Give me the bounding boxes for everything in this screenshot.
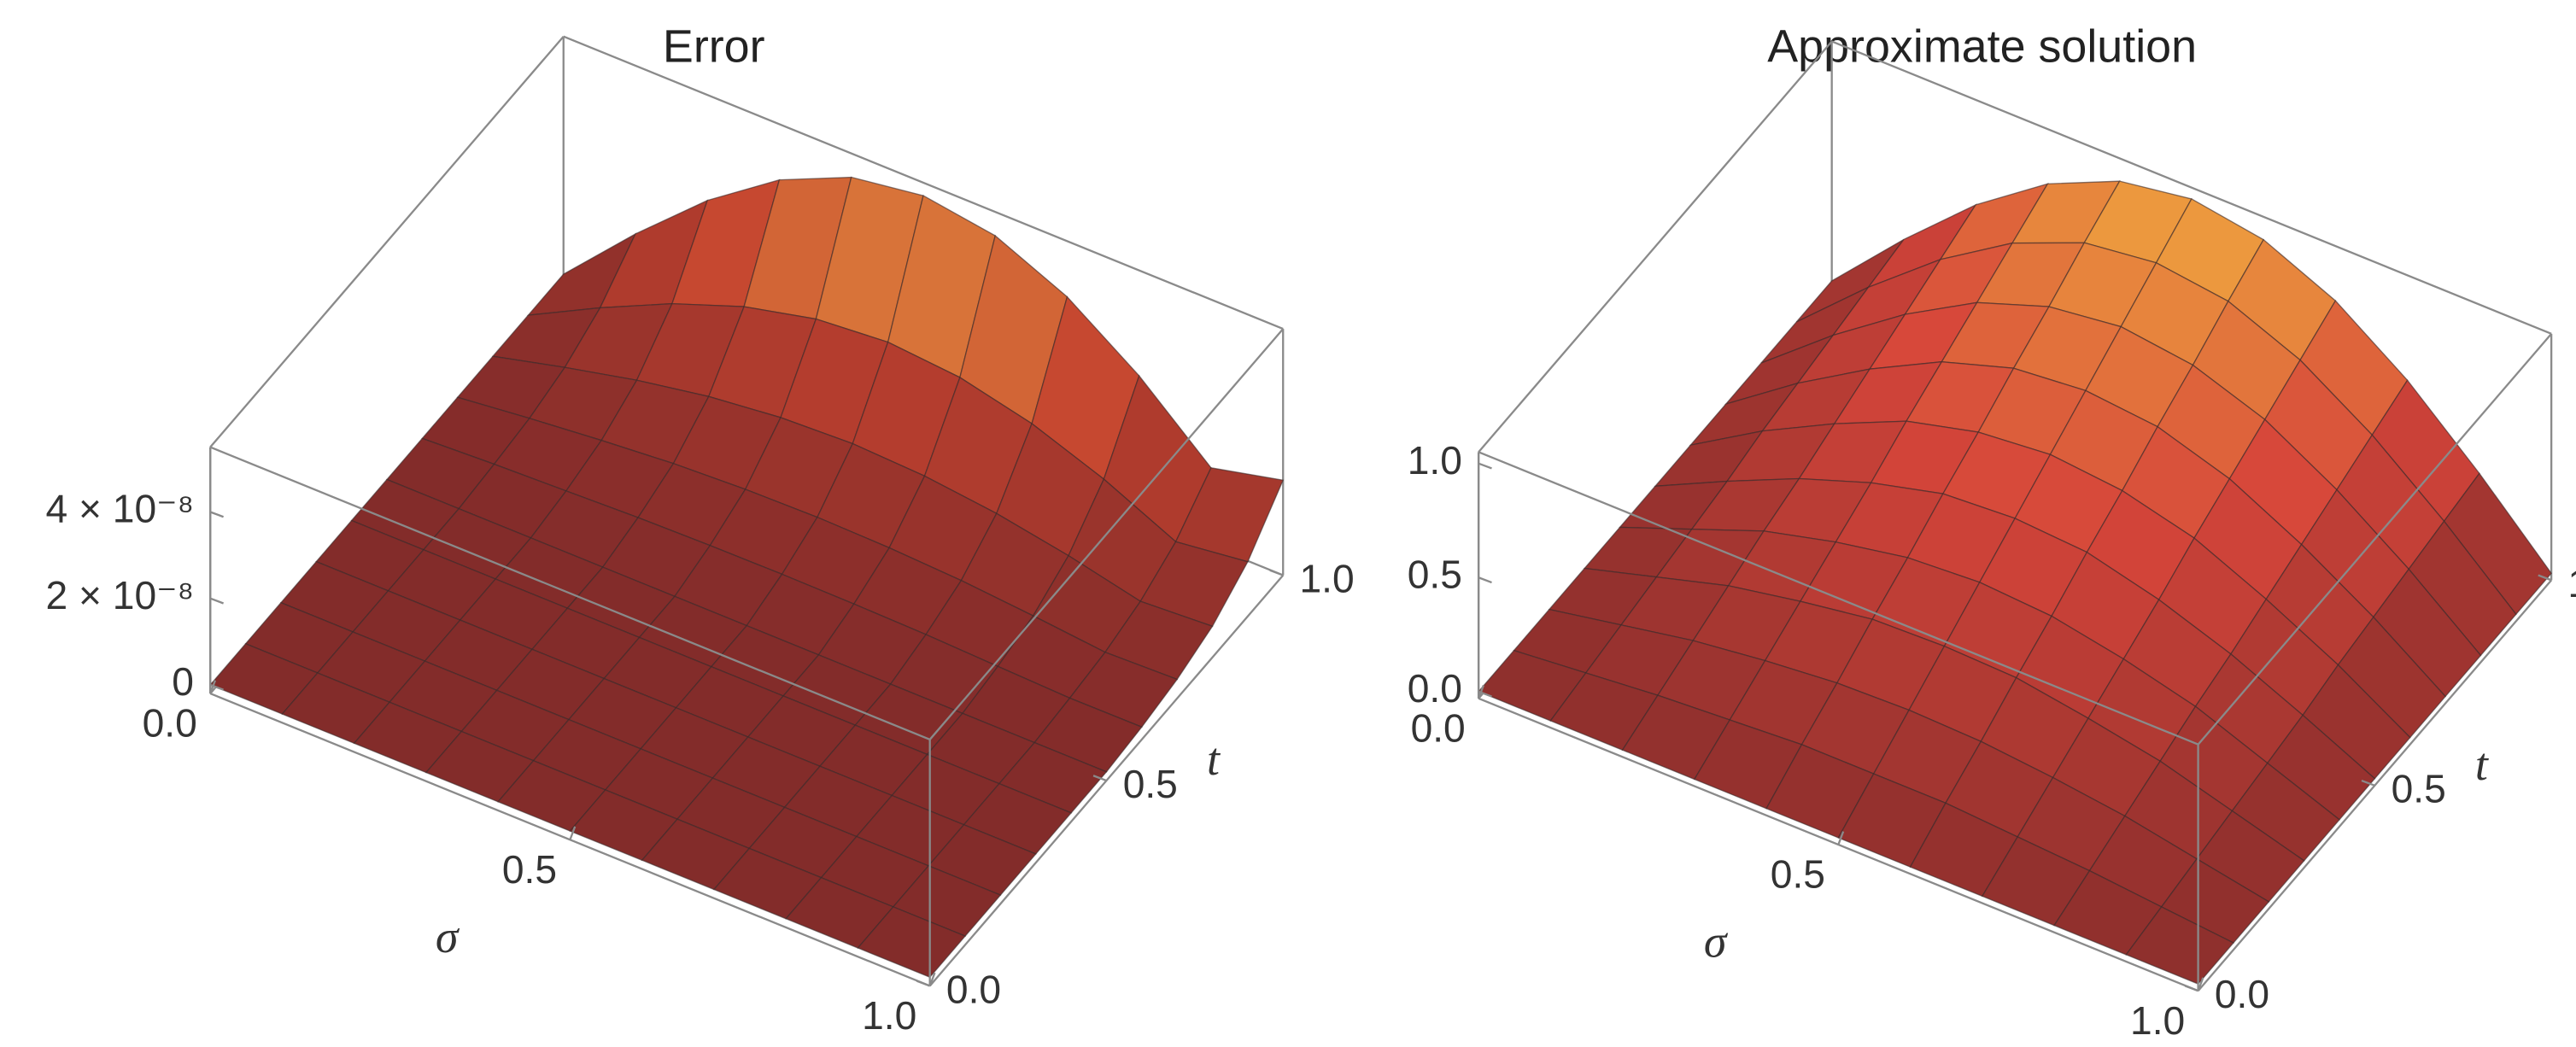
z-tick <box>209 511 224 518</box>
y-tick-label: 0.5 <box>2392 767 2446 811</box>
y-tick-label: 0.5 <box>1123 762 1178 806</box>
y-tick-label: 0.0 <box>946 967 1001 1011</box>
x-tick-label: 1.0 <box>2130 998 2185 1043</box>
y-tick-label: 0.0 <box>2215 972 2269 1016</box>
box-edge <box>928 328 1285 740</box>
box-edge <box>1478 451 2199 746</box>
x-tick-label: 0.5 <box>1771 852 1825 897</box>
z-tick-label: 4 × 10⁻⁸ <box>46 487 194 531</box>
x-tick <box>569 826 577 840</box>
surface-cell <box>857 906 967 979</box>
x-tick <box>1837 831 1845 845</box>
box-edge <box>209 446 931 741</box>
y-axis-label: t <box>2475 739 2490 790</box>
y-tick <box>2538 574 2552 582</box>
y-tick <box>2361 779 2375 787</box>
x-tick <box>928 972 936 986</box>
x-axis-label: σ <box>1704 916 1729 968</box>
y-tick <box>2184 985 2199 992</box>
y-tick <box>1269 569 1284 576</box>
box-edge <box>563 35 1284 330</box>
x-axis-label: σ <box>436 911 460 962</box>
z-tick-label: 0 <box>172 659 194 704</box>
z-tick-label: 2 × 10⁻⁸ <box>46 573 194 617</box>
box-edge <box>2197 333 2553 746</box>
z-tick-label: 1.0 <box>1408 438 1462 483</box>
box-edge <box>209 693 931 987</box>
z-tick <box>1478 576 1492 584</box>
y-tick-label: 1.0 <box>2567 561 2576 605</box>
y-axis-label: t <box>1207 734 1221 785</box>
z-tick-label: 0.0 <box>1408 666 1462 711</box>
box-edge <box>1478 40 1833 453</box>
box-edge <box>1831 40 2552 335</box>
z-tick <box>209 597 224 605</box>
y-tick-label: 1.0 <box>1299 556 1354 600</box>
x-tick-label: 0.5 <box>502 847 557 892</box>
y-tick <box>916 980 931 987</box>
y-tick <box>1092 775 1107 782</box>
x-tick-label: 1.0 <box>862 993 916 1038</box>
x-tick-label: 0.0 <box>143 701 197 746</box>
z-tick-label: 0.5 <box>1408 552 1462 596</box>
surface-cell <box>2125 906 2235 985</box>
box-edge <box>209 35 565 448</box>
x-tick-label: 0.0 <box>1411 706 1466 751</box>
z-tick <box>1478 462 1492 470</box>
chart-title: Error <box>663 20 765 72</box>
chart-title: Approximate solution <box>1767 20 2197 72</box>
x-tick <box>209 680 217 694</box>
x-tick <box>1478 685 1484 699</box>
x-tick <box>2197 977 2204 991</box>
